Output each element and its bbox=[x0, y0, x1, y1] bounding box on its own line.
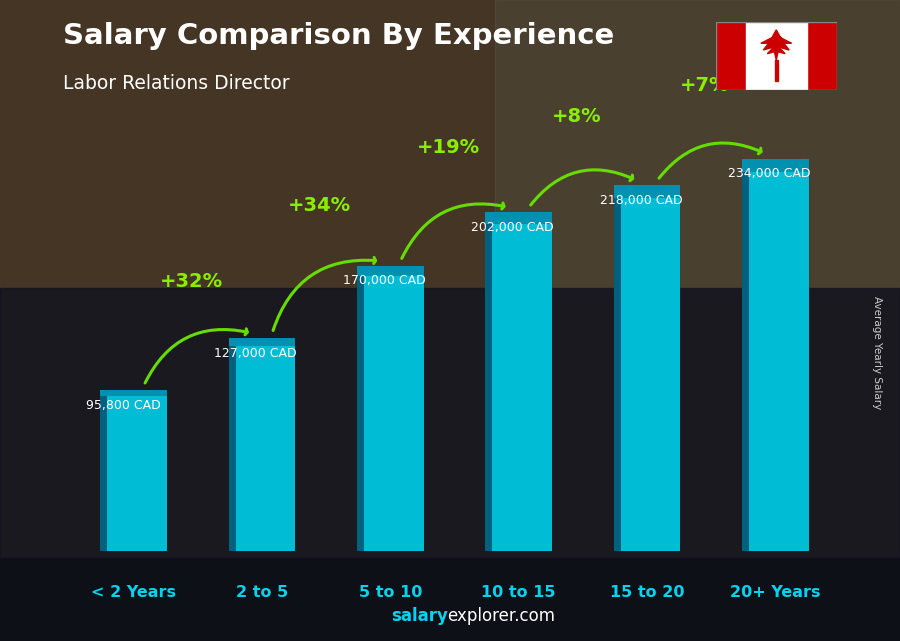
Text: +8%: +8% bbox=[552, 107, 601, 126]
Bar bbox=[229, 338, 295, 345]
Text: Average Yearly Salary: Average Yearly Salary bbox=[872, 296, 883, 409]
Polygon shape bbox=[760, 30, 792, 60]
Bar bbox=[229, 338, 295, 551]
Bar bbox=[614, 185, 680, 198]
Bar bbox=[485, 212, 552, 224]
Bar bbox=[0, 0, 495, 288]
Bar bbox=[0, 288, 900, 558]
Bar bbox=[742, 158, 809, 172]
Text: 5 to 10: 5 to 10 bbox=[358, 585, 422, 600]
Bar bbox=[357, 266, 424, 551]
Bar bbox=[0, 558, 900, 641]
Bar bbox=[806, 22, 837, 90]
Bar bbox=[485, 212, 552, 551]
Text: 202,000 CAD: 202,000 CAD bbox=[472, 221, 554, 233]
Text: explorer.com: explorer.com bbox=[447, 607, 555, 625]
Text: < 2 Years: < 2 Years bbox=[91, 585, 176, 600]
Text: +19%: +19% bbox=[417, 138, 480, 157]
Bar bbox=[0, 0, 900, 558]
Bar bbox=[495, 0, 900, 288]
Text: 95,800 CAD: 95,800 CAD bbox=[86, 399, 161, 412]
Text: 15 to 20: 15 to 20 bbox=[610, 585, 684, 600]
Bar bbox=[357, 266, 424, 276]
Bar bbox=[746, 22, 806, 90]
Bar bbox=[100, 390, 107, 551]
Text: salary: salary bbox=[392, 607, 448, 625]
Text: 127,000 CAD: 127,000 CAD bbox=[214, 347, 297, 360]
Text: Labor Relations Director: Labor Relations Director bbox=[63, 74, 290, 93]
Bar bbox=[614, 185, 621, 551]
Bar bbox=[229, 338, 236, 551]
Bar bbox=[614, 185, 680, 551]
Text: Salary Comparison By Experience: Salary Comparison By Experience bbox=[63, 22, 614, 51]
Bar bbox=[100, 390, 167, 396]
Text: 218,000 CAD: 218,000 CAD bbox=[599, 194, 682, 207]
Bar bbox=[485, 212, 492, 551]
Text: 10 to 15: 10 to 15 bbox=[482, 585, 556, 600]
Text: 2 to 5: 2 to 5 bbox=[236, 585, 288, 600]
Text: +34%: +34% bbox=[288, 196, 351, 215]
Text: +32%: +32% bbox=[160, 272, 223, 291]
Text: 170,000 CAD: 170,000 CAD bbox=[343, 274, 426, 287]
Bar bbox=[775, 60, 778, 81]
Text: 20+ Years: 20+ Years bbox=[730, 585, 821, 600]
Bar bbox=[742, 158, 749, 551]
Bar bbox=[100, 390, 167, 551]
Text: +7%: +7% bbox=[680, 76, 730, 95]
Text: 234,000 CAD: 234,000 CAD bbox=[728, 167, 810, 180]
Bar bbox=[742, 158, 809, 551]
Bar bbox=[716, 22, 746, 90]
Bar bbox=[357, 266, 364, 551]
